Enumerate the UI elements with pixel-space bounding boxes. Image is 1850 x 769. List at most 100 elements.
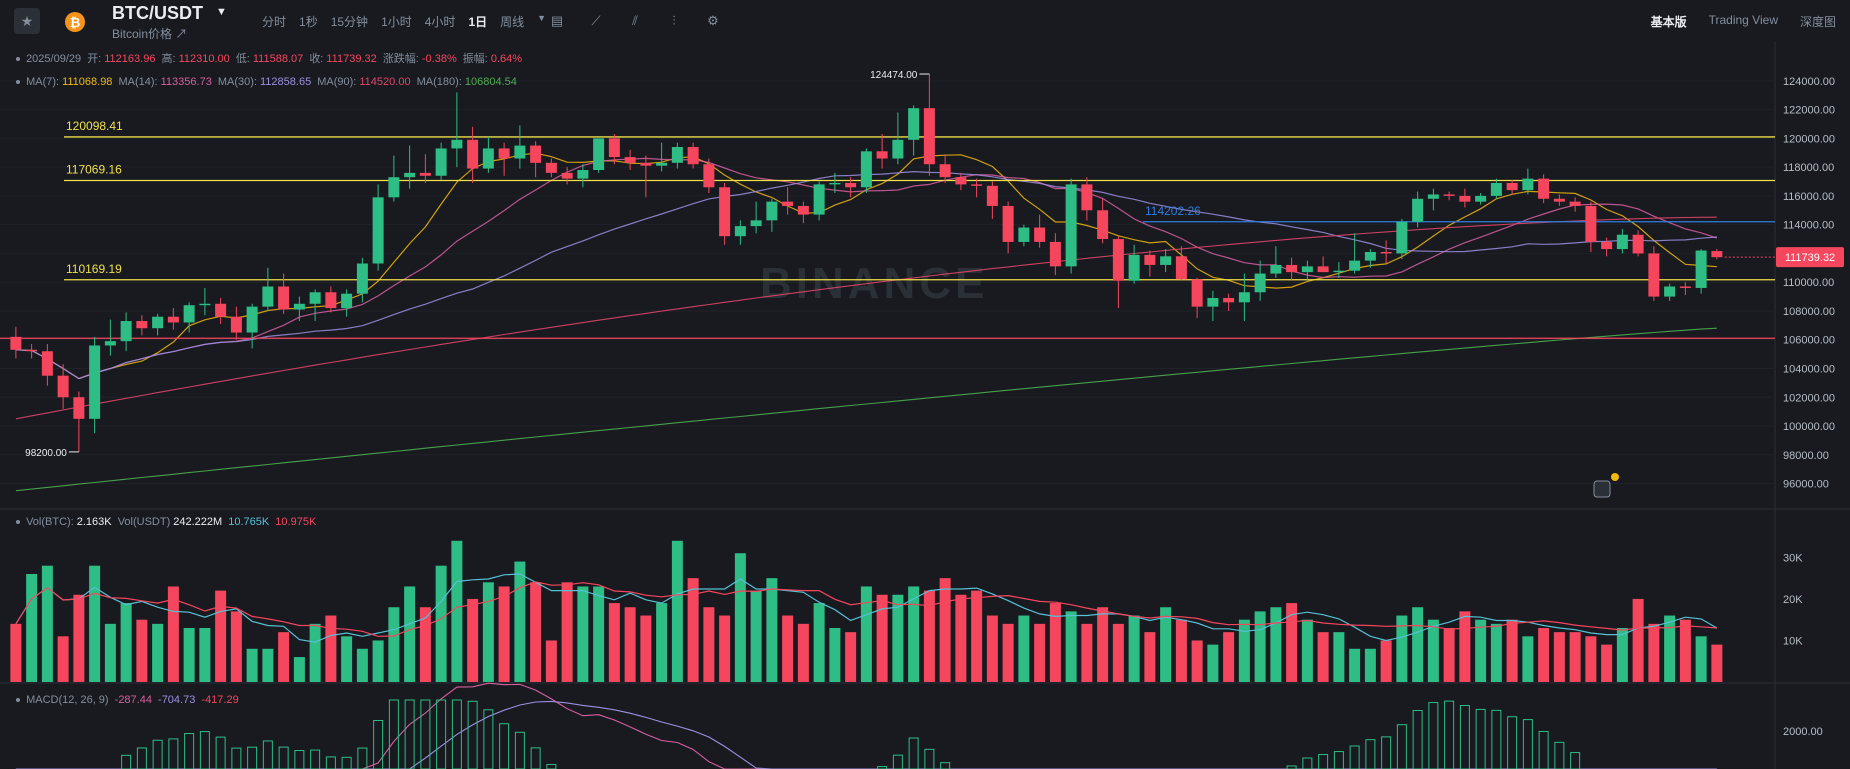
candle-body bbox=[860, 151, 872, 188]
macd-hist-bar bbox=[231, 747, 242, 769]
volume-bar bbox=[1616, 628, 1628, 682]
volume-bar bbox=[1585, 636, 1597, 682]
price-tick-label: 114000.00 bbox=[1783, 220, 1834, 232]
candle-body bbox=[89, 345, 101, 419]
volume-bar bbox=[1412, 607, 1424, 682]
volume-bar bbox=[10, 623, 22, 682]
candle-body bbox=[199, 303, 211, 306]
ohlc-info-row: 2025/09/29 开: 112163.96 高: 112310.00 低: 111… bbox=[16, 50, 525, 66]
macd-tick-label: 2000.00 bbox=[1783, 726, 1823, 738]
macd-hist-bar bbox=[247, 746, 258, 769]
volume-bar bbox=[923, 590, 935, 682]
macd-hist-bar bbox=[1318, 754, 1329, 769]
volume-bar bbox=[404, 586, 416, 682]
macd-hist-bar bbox=[1507, 716, 1518, 769]
chart-tools: ▤ ⟋ ⫽ ⫶ ⚙ bbox=[548, 12, 743, 30]
candle-body bbox=[1632, 234, 1644, 254]
candle-body bbox=[845, 182, 857, 188]
macd-hist-bar bbox=[1444, 700, 1455, 769]
volume-bar bbox=[120, 603, 132, 682]
candle-body bbox=[1160, 256, 1172, 265]
volume-bar bbox=[1207, 644, 1219, 682]
candle-body bbox=[892, 139, 904, 159]
macd-hist-bar bbox=[514, 731, 525, 769]
pair-dropdown-icon[interactable]: ▼ bbox=[216, 6, 227, 18]
volume-bar bbox=[278, 632, 290, 682]
drawing-icon[interactable]: ⫽ bbox=[632, 13, 638, 28]
interval-tab-2[interactable]: 1秒 bbox=[299, 15, 318, 29]
high-marker-label: 124474.00 bbox=[870, 70, 918, 81]
price-tick-label: 122000.00 bbox=[1783, 105, 1835, 117]
candle-body bbox=[1585, 205, 1597, 242]
volume-ma10-line bbox=[15, 581, 1717, 637]
volume-bar bbox=[262, 648, 274, 682]
volume-info-row: Vol(BTC): 2.163K Vol(USDT) 242.222M 10.765… bbox=[16, 516, 319, 528]
ma30-value: 112858.65 bbox=[260, 76, 312, 88]
price-tick-label: 124000.00 bbox=[1783, 76, 1835, 88]
pair-title[interactable]: BTC/USDT bbox=[112, 3, 203, 23]
candle-body bbox=[404, 172, 416, 178]
macd-hist-bar bbox=[1428, 702, 1439, 769]
calendar-icon[interactable]: ▤ bbox=[550, 13, 564, 28]
candle-body bbox=[419, 172, 431, 176]
candle-body bbox=[1616, 234, 1628, 250]
candle-body bbox=[230, 316, 242, 333]
candle-type-icon[interactable]: ⫶ bbox=[672, 13, 676, 28]
macd-hist-bar bbox=[136, 747, 147, 769]
candle-body bbox=[1018, 227, 1030, 242]
ohlc-high: 112310.00 bbox=[178, 53, 230, 65]
candlesticks bbox=[10, 74, 1723, 452]
volume-bar bbox=[1664, 615, 1676, 682]
candle-body bbox=[577, 170, 589, 179]
macd-hist-bar bbox=[388, 699, 399, 769]
candle-body bbox=[955, 177, 967, 185]
view-depth[interactable]: 深度图 bbox=[1799, 15, 1836, 29]
volume-bars bbox=[10, 540, 1723, 682]
interval-tab-4[interactable]: 1小时 bbox=[381, 15, 412, 29]
volume-bar bbox=[246, 648, 258, 682]
macd-hist-bar bbox=[1491, 709, 1502, 769]
macd-hist-bar bbox=[1381, 736, 1392, 769]
ma7-value: 111068.98 bbox=[62, 76, 113, 88]
volume-bar bbox=[813, 603, 825, 682]
interval-tab-3[interactable]: 15分钟 bbox=[330, 15, 369, 29]
vol-usdt-value: 242.222M bbox=[173, 516, 223, 528]
volume-bar bbox=[1443, 628, 1455, 682]
view-tradingview[interactable]: Trading View bbox=[1708, 13, 1778, 27]
view-basic[interactable]: 基本版 bbox=[1650, 15, 1687, 29]
candle-body bbox=[1427, 194, 1439, 199]
volume-bar bbox=[750, 590, 762, 682]
volume-bar bbox=[152, 623, 164, 682]
interval-tab-1[interactable]: 分时 bbox=[262, 15, 287, 29]
volume-bar bbox=[167, 586, 179, 682]
candle-body bbox=[388, 177, 400, 198]
candle-body bbox=[1443, 194, 1455, 196]
interval-tab-5[interactable]: 4小时 bbox=[424, 15, 456, 29]
macd-hist-bar bbox=[152, 739, 163, 769]
candle-body bbox=[813, 184, 825, 215]
interval-more-icon[interactable]: ▼ bbox=[537, 13, 547, 23]
settings-icon[interactable]: ⚙ bbox=[707, 13, 719, 28]
candle-body bbox=[246, 306, 258, 333]
volume-bar bbox=[1427, 619, 1439, 682]
current-price-tag bbox=[1776, 247, 1844, 268]
pair-subtitle-link[interactable]: Bitcoin价格 ↗ bbox=[112, 27, 188, 41]
volume-bar bbox=[1301, 619, 1313, 682]
macd-hist-bar bbox=[420, 699, 431, 769]
favorite-star-icon[interactable]: ★ bbox=[14, 8, 40, 34]
candle-body bbox=[1207, 298, 1219, 307]
candle-body bbox=[136, 321, 148, 329]
indicator-icon[interactable]: ⟋ bbox=[591, 13, 601, 28]
volume-bar bbox=[26, 574, 38, 682]
ma180-line bbox=[15, 327, 1717, 492]
macd-info-row: MACD(12, 26, 9) -287.44 -704.73 -417.29 bbox=[16, 694, 242, 706]
interval-tab-6[interactable]: 1日 bbox=[468, 15, 488, 29]
volume-bar bbox=[1648, 623, 1660, 682]
macd-hist-bar bbox=[436, 699, 447, 769]
volume-bar bbox=[1254, 611, 1266, 682]
volume-bar bbox=[1349, 648, 1361, 682]
macd-hist-bar bbox=[451, 699, 462, 769]
interval-tab-7[interactable]: 周线 bbox=[500, 15, 525, 29]
macd-hist-bar bbox=[1333, 751, 1344, 769]
